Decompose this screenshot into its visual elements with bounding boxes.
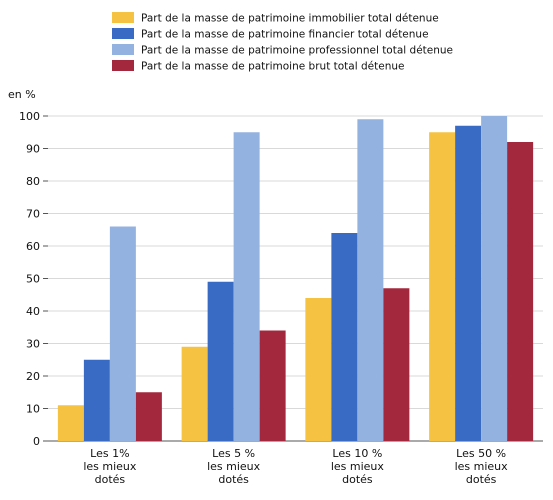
y-tick-label: 0 xyxy=(33,435,40,448)
bar xyxy=(429,132,456,441)
x-category-label: Les 1% les mieux dotés xyxy=(83,447,137,486)
bar xyxy=(331,233,358,441)
x-category-label: Les 5 % les mieux dotés xyxy=(207,447,261,486)
y-axis-ticks: 0 10 20 30 40 50 60 70 80 90 100 xyxy=(19,110,48,448)
bars xyxy=(57,116,534,441)
legend-label: Part de la masse de patrimoine professio… xyxy=(141,45,453,57)
y-tick-label: 80 xyxy=(26,175,40,188)
y-tick-label: 60 xyxy=(26,240,40,253)
legend-label: Part de la masse de patrimoine financier… xyxy=(141,29,429,41)
legend-swatch xyxy=(112,44,134,55)
bar xyxy=(207,281,234,441)
legend-label: Part de la masse de patrimoine brut tota… xyxy=(141,61,404,73)
bar xyxy=(259,330,286,441)
x-category-label: Les 50 % les mieux dotés xyxy=(455,447,509,486)
legend: Part de la masse de patrimoine immobilie… xyxy=(112,12,453,73)
bar xyxy=(181,346,208,441)
bar xyxy=(83,359,110,441)
bar xyxy=(357,119,384,441)
bar xyxy=(481,116,508,441)
x-axis-labels: Les 1% les mieux dotés Les 5 % les mieux doté… xyxy=(83,447,508,486)
bar xyxy=(109,226,136,441)
legend-swatch xyxy=(112,60,134,71)
bar xyxy=(383,288,410,441)
y-tick-label: 100 xyxy=(19,110,40,123)
bar xyxy=(57,405,84,441)
y-tick-label: 20 xyxy=(26,370,40,383)
y-tick-label: 40 xyxy=(26,305,40,318)
legend-swatch xyxy=(112,28,134,39)
y-tick-label: 10 xyxy=(26,403,40,416)
bar xyxy=(135,392,162,441)
x-category-label: Les 10 % les mieux dotés xyxy=(331,447,385,486)
bar xyxy=(507,142,534,441)
y-tick-label: 70 xyxy=(26,208,40,221)
y-axis-unit-label: en % xyxy=(8,88,36,101)
bar xyxy=(455,125,482,441)
legend-swatch xyxy=(112,12,134,23)
legend-label: Part de la masse de patrimoine immobilie… xyxy=(141,13,439,25)
y-tick-label: 50 xyxy=(26,273,40,286)
bar xyxy=(305,298,332,441)
y-tick-label: 30 xyxy=(26,338,40,351)
y-tick-label: 90 xyxy=(26,143,40,156)
bar xyxy=(233,132,260,441)
